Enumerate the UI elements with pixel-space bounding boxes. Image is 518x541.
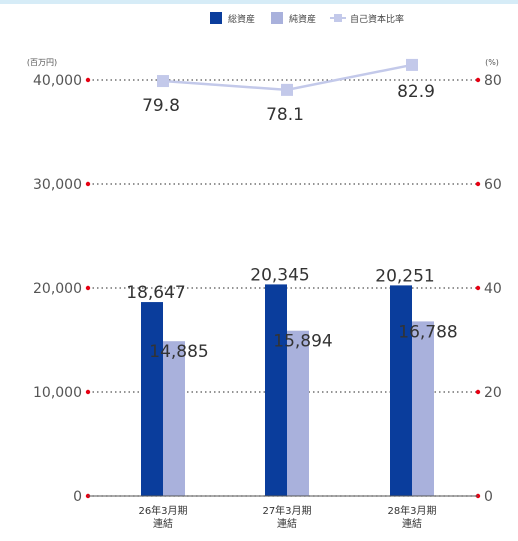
bar-total-assets <box>265 284 287 496</box>
right-axis-unit: (%) <box>485 58 499 67</box>
legend-swatch <box>271 12 283 24</box>
total-assets-label: 18,647 <box>126 283 185 303</box>
ratio-label: 82.9 <box>397 82 435 102</box>
net-assets-label: 14,885 <box>149 342 208 362</box>
left-tick-label: 0 <box>73 489 82 505</box>
ratio-label: 79.8 <box>142 96 180 116</box>
right-tick-label: 20 <box>484 385 502 401</box>
left-tick-label: 40,000 <box>33 73 82 89</box>
bars <box>141 284 434 496</box>
total-assets-label: 20,345 <box>250 265 309 285</box>
left-axis-marker <box>85 389 91 395</box>
left-axis-unit: (百万円) <box>27 58 57 67</box>
total-assets-label: 20,251 <box>375 266 434 286</box>
right-axis-marker <box>475 77 481 83</box>
x-tick-label: 連結 <box>402 517 422 530</box>
net-assets-label: 16,788 <box>398 322 457 342</box>
legend-label: 自己資本比率 <box>350 13 404 25</box>
x-tick-label: 27年3月期 <box>262 504 311 517</box>
x-tick-label: 連結 <box>277 517 297 530</box>
legend-swatch <box>210 12 222 24</box>
legend: 総資産 純資産 自己資本比率 <box>210 12 404 25</box>
left-axis-marker <box>85 285 91 291</box>
right-axis-marker <box>475 389 481 395</box>
right-tick-label: 0 <box>484 489 493 505</box>
right-tick-label: 40 <box>484 281 502 297</box>
net-assets-label: 15,894 <box>273 332 332 352</box>
right-tick-label: 80 <box>484 73 502 89</box>
left-axis-marker <box>85 77 91 83</box>
legend-label: 純資産 <box>289 13 316 25</box>
ratio-point <box>281 83 293 96</box>
ratio-point <box>406 58 418 71</box>
bar-net-assets <box>163 341 185 496</box>
ratio-point <box>157 75 169 88</box>
left-axis-marker <box>85 181 91 187</box>
legend-label: 総資産 <box>228 13 255 25</box>
right-tick-label: 60 <box>484 177 502 193</box>
x-tick-label: 26年3月期 <box>138 504 187 517</box>
right-axis-marker <box>475 285 481 291</box>
data-labels: 18,647 14,885 20,345 15,894 20,251 16,788 79.8… <box>126 82 457 362</box>
x-tick-label: 連結 <box>153 517 173 530</box>
ratio-line-series <box>157 58 418 96</box>
x-tick-label: 28年3月期 <box>387 504 436 517</box>
left-tick-label: 30,000 <box>33 177 82 193</box>
legend-marker <box>334 14 342 22</box>
bar-net-assets <box>412 321 434 496</box>
ratio-label: 78.1 <box>266 105 304 125</box>
left-tick-label: 20,000 <box>33 281 82 297</box>
bar-net-assets <box>287 330 309 496</box>
left-tick-label: 10,000 <box>33 385 82 401</box>
right-axis-marker <box>475 181 481 187</box>
top-accent-bar <box>0 0 518 4</box>
bar-total-assets <box>141 302 163 496</box>
bar-total-assets <box>390 285 412 496</box>
